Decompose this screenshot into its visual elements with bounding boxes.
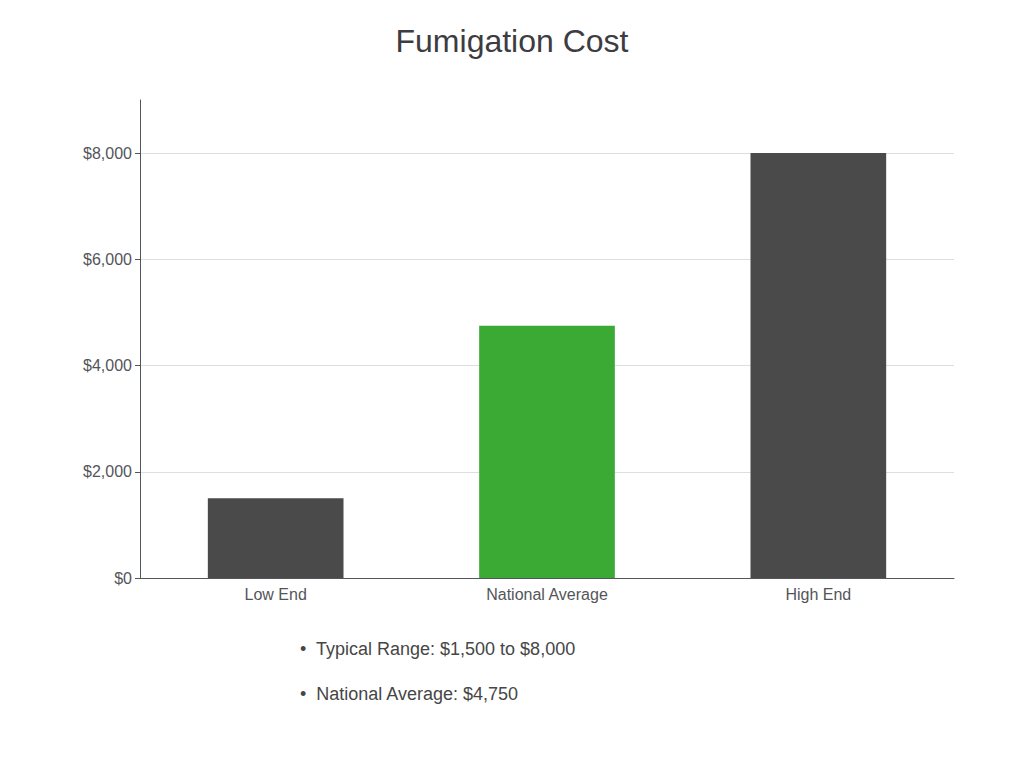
svg-text:Low End: Low End	[245, 586, 307, 603]
svg-text:• Typical Range: $1,500 to $8: • Typical Range: $1,500 to $8,000	[300, 639, 575, 659]
svg-text:$2,000: $2,000	[83, 463, 132, 480]
svg-text:High End: High End	[785, 586, 851, 603]
svg-text:$8,000: $8,000	[83, 145, 132, 162]
svg-text:National Average: National Average	[486, 586, 608, 603]
svg-text:$4,000: $4,000	[83, 357, 132, 374]
svg-text:Fumigation Cost: Fumigation Cost	[396, 23, 629, 59]
svg-text:• National Average: $4,750: • National Average: $4,750	[300, 684, 518, 704]
svg-text:$6,000: $6,000	[83, 251, 132, 268]
svg-text:$0: $0	[114, 570, 132, 587]
